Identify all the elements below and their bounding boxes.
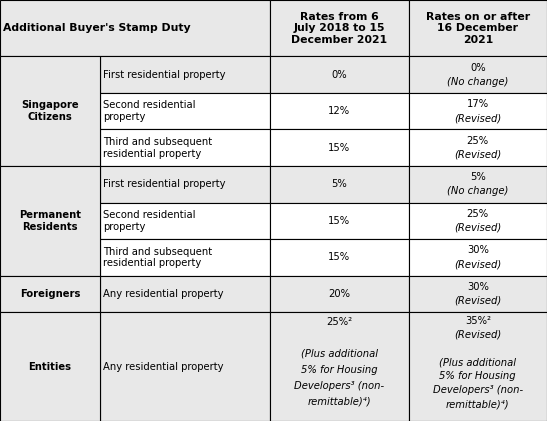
Text: Second residential
property: Second residential property <box>103 210 196 232</box>
Text: 25%: 25% <box>467 136 489 146</box>
Bar <box>100 239 270 276</box>
Bar <box>409 166 547 203</box>
Bar <box>409 93 547 130</box>
Bar <box>270 203 409 239</box>
Bar <box>100 130 270 166</box>
Text: 15%: 15% <box>328 216 350 226</box>
Bar <box>0 0 270 56</box>
Bar <box>270 56 409 93</box>
Text: Rates from 6
July 2018 to 15
December 2021: Rates from 6 July 2018 to 15 December 20… <box>291 11 387 45</box>
Text: (Plus additional: (Plus additional <box>439 357 516 368</box>
Bar <box>409 0 547 56</box>
Text: 5%: 5% <box>331 179 347 189</box>
Text: 30%: 30% <box>467 282 488 292</box>
Text: Foreigners: Foreigners <box>20 289 80 299</box>
Text: 0%: 0% <box>470 63 486 73</box>
Text: (Revised): (Revised) <box>454 330 502 340</box>
Text: Third and subsequent
residential property: Third and subsequent residential propert… <box>103 137 212 159</box>
Bar <box>270 312 409 421</box>
Bar <box>100 166 270 203</box>
Bar <box>100 203 270 239</box>
Bar <box>409 203 547 239</box>
Text: (Revised): (Revised) <box>454 223 502 233</box>
Text: Permanent
Residents: Permanent Residents <box>19 210 81 232</box>
Text: (No change): (No change) <box>447 77 509 87</box>
Text: (Revised): (Revised) <box>454 113 502 123</box>
Text: 35%²: 35%² <box>465 316 491 326</box>
Text: 17%: 17% <box>467 99 489 109</box>
Bar <box>100 56 270 93</box>
Bar <box>270 166 409 203</box>
Text: Additional Buyer's Stamp Duty: Additional Buyer's Stamp Duty <box>3 23 191 33</box>
Text: Developers³ (non-: Developers³ (non- <box>433 385 523 395</box>
Bar <box>409 56 547 93</box>
Bar <box>0 56 100 166</box>
Text: Entities: Entities <box>28 362 72 372</box>
Text: Second residential
property: Second residential property <box>103 100 196 122</box>
Bar <box>100 93 270 130</box>
Text: First residential property: First residential property <box>103 69 226 80</box>
Bar <box>270 130 409 166</box>
Bar <box>409 312 547 421</box>
Text: remittable)⁴): remittable)⁴) <box>307 397 371 407</box>
Text: Any residential property: Any residential property <box>103 362 224 372</box>
Text: 30%: 30% <box>467 245 488 256</box>
Bar <box>270 93 409 130</box>
Text: 5% for Housing: 5% for Housing <box>439 371 516 381</box>
Text: (Revised): (Revised) <box>454 296 502 306</box>
Bar <box>0 166 100 276</box>
Text: 0%: 0% <box>331 69 347 80</box>
Bar <box>100 312 270 421</box>
Bar <box>409 130 547 166</box>
Bar <box>409 276 547 312</box>
Text: 25%²: 25%² <box>326 317 352 327</box>
Bar <box>270 0 409 56</box>
Text: 5% for Housing: 5% for Housing <box>301 365 377 375</box>
Bar <box>270 239 409 276</box>
Text: Developers³ (non-: Developers³ (non- <box>294 381 384 391</box>
Bar <box>0 312 100 421</box>
Text: (Revised): (Revised) <box>454 259 502 269</box>
Bar <box>0 276 100 312</box>
Bar <box>409 239 547 276</box>
Text: (No change): (No change) <box>447 186 509 196</box>
Text: Third and subsequent
residential property: Third and subsequent residential propert… <box>103 247 212 268</box>
Text: First residential property: First residential property <box>103 179 226 189</box>
Text: 5%: 5% <box>470 172 486 182</box>
Text: Rates on or after
16 December
2021: Rates on or after 16 December 2021 <box>426 11 530 45</box>
Bar <box>270 276 409 312</box>
Text: remittable)⁴): remittable)⁴) <box>446 399 510 409</box>
Text: Singapore
Citizens: Singapore Citizens <box>21 100 79 122</box>
Text: 20%: 20% <box>328 289 350 299</box>
Text: (Revised): (Revised) <box>454 150 502 160</box>
Text: (Plus additional: (Plus additional <box>301 349 377 359</box>
Text: 15%: 15% <box>328 143 350 153</box>
Text: 25%: 25% <box>467 209 489 219</box>
Bar <box>100 276 270 312</box>
Text: Any residential property: Any residential property <box>103 289 224 299</box>
Text: 15%: 15% <box>328 253 350 262</box>
Text: 12%: 12% <box>328 106 350 116</box>
